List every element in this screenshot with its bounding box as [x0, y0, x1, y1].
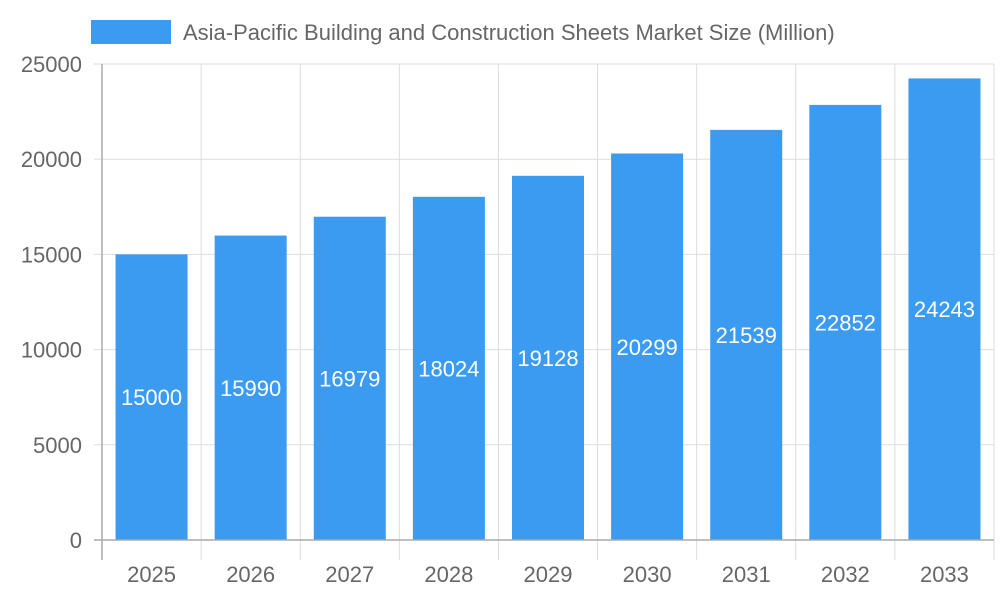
x-tick-label: 2030 [623, 562, 672, 587]
y-tick-label: 10000 [21, 338, 82, 363]
bars: 15000 15990 16979 18024 19128 20299 21539 22852… [115, 78, 981, 541]
bar-2032[interactable] [809, 104, 882, 540]
legend[interactable]: Asia-Pacific Building and Construction S… [91, 20, 835, 45]
data-label: 20299 [617, 335, 678, 360]
x-tick-label: 2027 [325, 562, 374, 587]
bar-2025[interactable] [115, 254, 188, 540]
x-tick-label: 2025 [127, 562, 176, 587]
bar-2030[interactable] [611, 153, 684, 541]
data-label: 15990 [220, 376, 281, 401]
data-label: 15000 [121, 385, 182, 410]
data-label: 16979 [319, 366, 380, 391]
legend-swatch [91, 20, 171, 44]
bar-2031[interactable] [710, 129, 783, 540]
bar-2028[interactable] [412, 196, 485, 540]
data-label: 24243 [914, 297, 975, 322]
data-label: 21539 [716, 323, 777, 348]
y-tick-label: 5000 [33, 433, 82, 458]
x-tick-label: 2028 [424, 562, 473, 587]
x-tick-label: 2031 [722, 562, 771, 587]
x-tick-label: 2033 [920, 562, 969, 587]
x-tick-label: 2029 [524, 562, 573, 587]
data-label: 19128 [517, 346, 578, 371]
bar-2027[interactable] [313, 216, 386, 540]
y-tick-label: 0 [70, 528, 82, 553]
y-tick-label: 25000 [21, 52, 82, 77]
x-tick-label: 2026 [226, 562, 275, 587]
axes: 0 5000 10000 15000 20000 25000 2025 2026 2027 202… [21, 52, 994, 587]
data-label: 22852 [815, 310, 876, 335]
y-tick-label: 20000 [21, 147, 82, 172]
y-tick-label: 15000 [21, 242, 82, 267]
bar-2026[interactable] [214, 235, 287, 540]
legend-label: Asia-Pacific Building and Construction S… [183, 20, 835, 45]
x-tick-label: 2032 [821, 562, 870, 587]
bar-2033[interactable] [908, 78, 981, 541]
bar-2029[interactable] [512, 175, 584, 540]
data-label: 18024 [418, 356, 479, 381]
